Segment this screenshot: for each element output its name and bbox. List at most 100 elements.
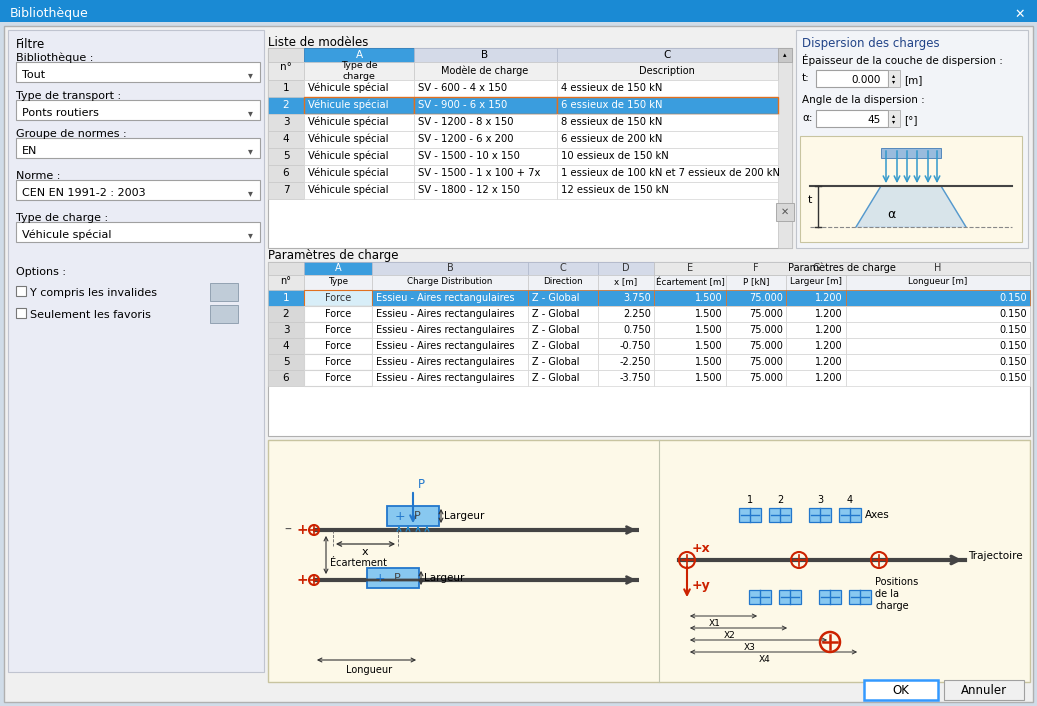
Text: Type de
charge: Type de charge bbox=[341, 61, 377, 81]
Bar bbox=[778, 48, 792, 248]
Bar bbox=[598, 290, 654, 306]
Bar bbox=[268, 440, 1030, 682]
Bar bbox=[8, 30, 264, 672]
Bar bbox=[414, 97, 557, 114]
Text: Écartement [m]: Écartement [m] bbox=[655, 277, 725, 287]
Text: ▾: ▾ bbox=[893, 80, 896, 85]
Bar bbox=[557, 114, 778, 131]
Text: 75.000: 75.000 bbox=[749, 341, 783, 351]
Bar bbox=[16, 100, 260, 120]
Text: ▾: ▾ bbox=[893, 119, 896, 124]
Bar bbox=[654, 262, 726, 275]
Bar bbox=[16, 286, 26, 296]
Text: ▾: ▾ bbox=[248, 146, 252, 156]
Text: A: A bbox=[335, 263, 341, 273]
Text: SV - 1800 - 12 x 150: SV - 1800 - 12 x 150 bbox=[418, 185, 520, 195]
Text: Essieu - Aires rectangulaires: Essieu - Aires rectangulaires bbox=[376, 357, 514, 367]
Bar bbox=[778, 48, 792, 62]
Text: Véhicule spécial: Véhicule spécial bbox=[308, 133, 389, 144]
Bar bbox=[739, 508, 761, 522]
Bar bbox=[846, 338, 1030, 354]
Bar bbox=[528, 322, 598, 338]
Bar bbox=[598, 338, 654, 354]
Bar bbox=[654, 262, 1030, 275]
Text: -3.750: -3.750 bbox=[620, 373, 651, 383]
Text: SV - 600 - 4 x 150: SV - 600 - 4 x 150 bbox=[418, 83, 507, 93]
Bar bbox=[304, 354, 372, 370]
Bar bbox=[598, 275, 654, 290]
Text: -0.750: -0.750 bbox=[620, 341, 651, 351]
Bar bbox=[304, 290, 372, 306]
Bar bbox=[846, 290, 1030, 306]
Bar bbox=[268, 290, 304, 306]
Text: B: B bbox=[481, 50, 488, 60]
Bar bbox=[211, 305, 239, 323]
Text: Largeur: Largeur bbox=[424, 573, 465, 583]
Text: α: α bbox=[887, 208, 895, 220]
Text: 75.000: 75.000 bbox=[749, 373, 783, 383]
Bar bbox=[414, 62, 557, 80]
Bar bbox=[598, 262, 654, 275]
Text: 1.500: 1.500 bbox=[696, 325, 723, 335]
Text: 6 essieux de 200 kN: 6 essieux de 200 kN bbox=[561, 134, 663, 144]
Bar bbox=[557, 62, 778, 80]
Bar bbox=[528, 262, 598, 275]
Bar bbox=[387, 506, 439, 526]
Text: n°: n° bbox=[280, 276, 291, 286]
Bar bbox=[598, 322, 654, 338]
Bar bbox=[268, 262, 1030, 436]
Text: Seulement les favoris: Seulement les favoris bbox=[30, 310, 150, 320]
Text: G: G bbox=[812, 263, 820, 273]
Text: EN: EN bbox=[22, 146, 37, 156]
Text: CEN EN 1991-2 : 2003: CEN EN 1991-2 : 2003 bbox=[22, 188, 145, 198]
Text: Essieu - Aires rectangulaires: Essieu - Aires rectangulaires bbox=[376, 293, 514, 303]
Text: 3.750: 3.750 bbox=[623, 293, 651, 303]
Bar bbox=[786, 262, 846, 275]
Text: 2.250: 2.250 bbox=[623, 309, 651, 319]
Text: P: P bbox=[414, 511, 420, 521]
Bar bbox=[864, 680, 938, 700]
Bar bbox=[372, 262, 528, 275]
Text: 1.500: 1.500 bbox=[696, 357, 723, 367]
Bar bbox=[211, 283, 239, 301]
Bar bbox=[779, 590, 801, 604]
Text: Norme :: Norme : bbox=[16, 171, 60, 181]
Text: Véhicule spécial: Véhicule spécial bbox=[308, 83, 389, 93]
Bar bbox=[598, 306, 654, 322]
Text: Essieu - Aires rectangulaires: Essieu - Aires rectangulaires bbox=[376, 325, 514, 335]
Text: P: P bbox=[418, 477, 425, 491]
Text: 4 essieux de 150 kN: 4 essieux de 150 kN bbox=[561, 83, 663, 93]
Text: E: E bbox=[686, 263, 693, 273]
Bar bbox=[268, 165, 304, 182]
Bar bbox=[414, 114, 557, 131]
Bar bbox=[816, 70, 888, 87]
Text: ▾: ▾ bbox=[248, 230, 252, 240]
Text: Axes: Axes bbox=[865, 510, 890, 520]
Text: Essieu - Aires rectangulaires: Essieu - Aires rectangulaires bbox=[376, 309, 514, 319]
Text: SV - 1500 - 1 x 100 + 7x: SV - 1500 - 1 x 100 + 7x bbox=[418, 168, 540, 178]
Bar bbox=[796, 30, 1028, 248]
Text: Groupe de normes :: Groupe de normes : bbox=[16, 129, 127, 139]
Bar bbox=[304, 62, 414, 80]
Bar bbox=[786, 338, 846, 354]
Text: Véhicule spécial: Véhicule spécial bbox=[308, 168, 389, 178]
Text: Force: Force bbox=[325, 341, 352, 351]
Text: 2: 2 bbox=[283, 100, 289, 110]
Bar bbox=[16, 222, 260, 242]
Bar bbox=[786, 306, 846, 322]
Bar bbox=[304, 131, 414, 148]
Text: 1: 1 bbox=[747, 495, 753, 505]
Bar bbox=[846, 322, 1030, 338]
Bar bbox=[304, 306, 372, 322]
Bar bbox=[414, 148, 557, 165]
Bar bbox=[557, 182, 778, 199]
Bar bbox=[654, 290, 726, 306]
Bar bbox=[16, 180, 260, 200]
Bar bbox=[776, 203, 794, 221]
Text: Force: Force bbox=[325, 293, 352, 303]
Bar bbox=[557, 80, 778, 97]
Text: Paramètres de charge: Paramètres de charge bbox=[788, 263, 896, 273]
Bar bbox=[414, 165, 557, 182]
Text: Véhicule spécial: Véhicule spécial bbox=[308, 151, 389, 161]
Text: X4: X4 bbox=[759, 655, 770, 664]
